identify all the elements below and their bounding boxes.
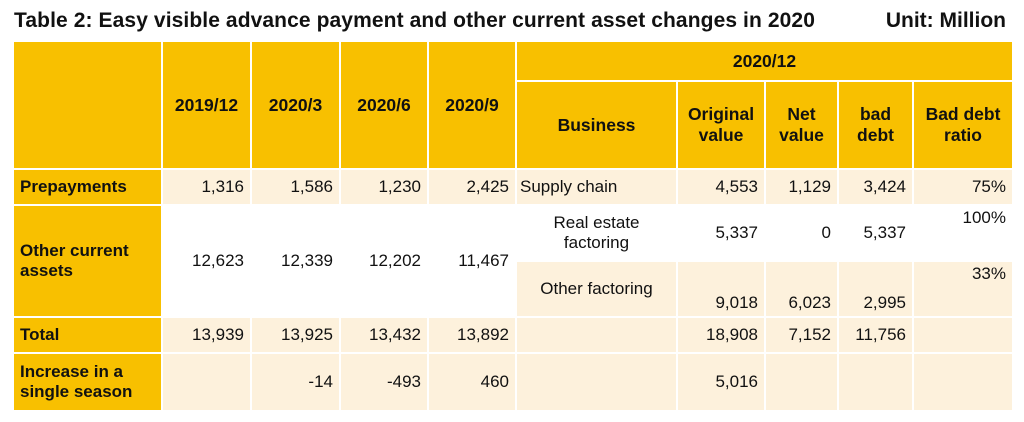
cell-prepayments-2020-6: 1,230 xyxy=(339,168,429,206)
header-2019-12: 2019/12 xyxy=(161,40,252,170)
table-row-increase: Increase in a single season -14 -493 460… xyxy=(12,352,1014,412)
header-net-value: Net value xyxy=(764,80,839,170)
table-row-prepayments: Prepayments 1,316 1,586 1,230 2,425 Supp… xyxy=(12,168,1014,206)
cell-total-net: 7,152 xyxy=(764,316,839,354)
cell-other-factoring-ratio: 33% xyxy=(912,260,1014,318)
cell-real-estate-business: Real estate factoring xyxy=(515,204,678,262)
cell-prepayments-2020-3: 1,586 xyxy=(250,168,341,206)
cell-other-factoring-net: 6,023 xyxy=(764,260,839,318)
header-original-value: Original value xyxy=(676,80,766,170)
cell-increase-2020-3: -14 xyxy=(250,352,341,412)
cell-real-estate-net: 0 xyxy=(764,204,839,262)
table-title: Table 2: Easy visible advance payment an… xyxy=(14,9,815,32)
header-business: Business xyxy=(515,80,678,170)
cell-other-factoring-bad: 2,995 xyxy=(837,260,914,318)
cell-total-2020-9: 13,892 xyxy=(427,316,517,354)
header-2020-6: 2020/6 xyxy=(339,40,429,170)
cell-real-estate-ratio: 100% xyxy=(912,204,1014,262)
cell-increase-business xyxy=(515,352,678,412)
cell-prepayments-2019-12: 1,316 xyxy=(161,168,252,206)
header-bad-debt: bad debt xyxy=(837,80,914,170)
cell-increase-net xyxy=(764,352,839,412)
cell-increase-2020-6: -493 xyxy=(339,352,429,412)
header-row-1: 2019/12 2020/3 2020/6 2020/9 2020/12 xyxy=(12,40,1014,170)
cell-prepayments-2020-9: 2,425 xyxy=(427,168,517,206)
cell-increase-bad xyxy=(837,352,914,412)
header-2020-12-group: 2020/12 xyxy=(515,40,1014,82)
row-label-other-current-assets: Other current assets xyxy=(12,204,163,318)
cell-other-factoring-business: Other factoring xyxy=(515,260,678,318)
header-bad-debt-ratio: Bad debt ratio xyxy=(912,80,1014,170)
cell-increase-2019-12 xyxy=(161,352,252,412)
table-row-other-current-assets-b: Other factoring 9,018 6,023 2,995 33% xyxy=(13,260,1014,318)
header-row-2: Business Original value Net value bad de… xyxy=(13,80,1014,170)
cell-real-estate-bad: 5,337 xyxy=(837,204,914,262)
asset-changes-table: 2019/12 2020/3 2020/6 2020/9 2020/12 Bus… xyxy=(12,40,1014,412)
cell-total-2020-6: 13,432 xyxy=(339,316,429,354)
cell-prepayments-original: 4,553 xyxy=(676,168,766,206)
cell-total-business xyxy=(515,316,678,354)
header-2020-9: 2020/9 xyxy=(427,40,517,170)
cell-other-2020-3: 12,339 xyxy=(250,204,341,318)
table-row-total: Total 13,939 13,925 13,432 13,892 18,908… xyxy=(12,316,1014,354)
cell-prepayments-net: 1,129 xyxy=(764,168,839,206)
cell-prepayments-business: Supply chain xyxy=(515,168,678,206)
cell-real-estate-original: 5,337 xyxy=(676,204,766,262)
cell-other-2020-9: 11,467 xyxy=(427,204,517,318)
cell-total-2020-3: 13,925 xyxy=(250,316,341,354)
cell-total-original: 18,908 xyxy=(676,316,766,354)
cell-increase-ratio xyxy=(912,352,1014,412)
cell-other-2019-12: 12,623 xyxy=(161,204,252,318)
cell-total-ratio xyxy=(912,316,1014,354)
cell-total-2019-12: 13,939 xyxy=(161,316,252,354)
row-label-increase: Increase in a single season xyxy=(12,352,163,412)
cell-other-factoring-original: 9,018 xyxy=(676,260,766,318)
cell-other-2020-6: 12,202 xyxy=(339,204,429,318)
cell-prepayments-ratio: 75% xyxy=(912,168,1014,206)
cell-total-bad: 11,756 xyxy=(837,316,914,354)
cell-prepayments-bad: 3,424 xyxy=(837,168,914,206)
unit-label: Unit: Million xyxy=(885,9,1006,32)
header-2020-3: 2020/3 xyxy=(250,40,341,170)
header-corner xyxy=(12,40,163,170)
row-label-prepayments: Prepayments xyxy=(12,168,163,206)
cell-increase-original: 5,016 xyxy=(676,352,766,412)
table-row-other-current-assets-a: Other current assets 12,623 12,339 12,20… xyxy=(12,204,1014,318)
row-label-total: Total xyxy=(12,316,163,354)
cell-increase-2020-9: 460 xyxy=(427,352,517,412)
